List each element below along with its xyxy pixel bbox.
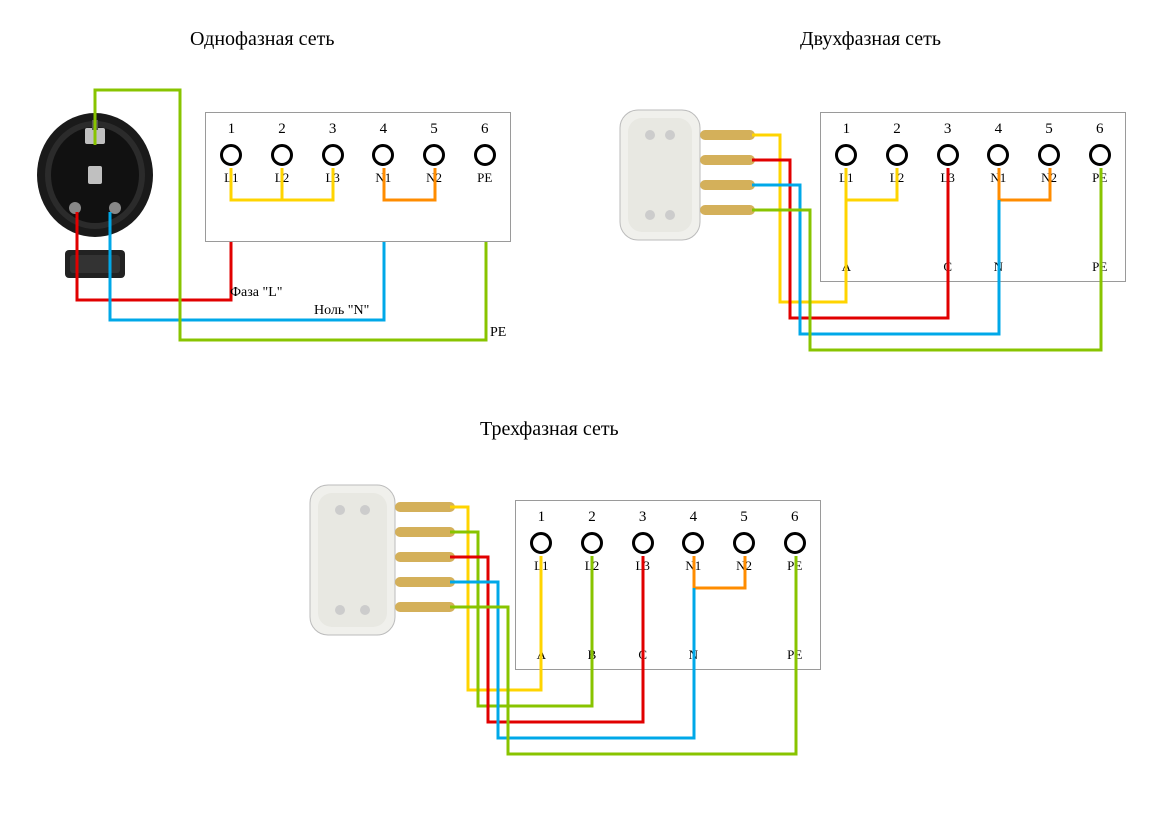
two-phase-wiring xyxy=(600,0,1160,390)
three-phase-wiring xyxy=(290,400,890,800)
three-phase-diagram: Трехфазная сеть 1L1A 2L2B 3L3C 4N1N 5N2 … xyxy=(290,400,890,800)
single-pe-label: PE xyxy=(490,325,506,341)
single-null-label: Ноль "N" xyxy=(314,303,369,319)
two-phase-diagram: Двухфазная сеть 1L1A 2L2 3L3C 4N1N 5N2 6… xyxy=(600,0,1160,390)
single-phase-label: Фаза "L" xyxy=(230,285,283,301)
single-phase-wiring xyxy=(0,0,560,390)
single-phase-diagram: Однофазная сеть 1L1 2L2 3L3 4N1 5N2 6PE xyxy=(0,0,560,390)
